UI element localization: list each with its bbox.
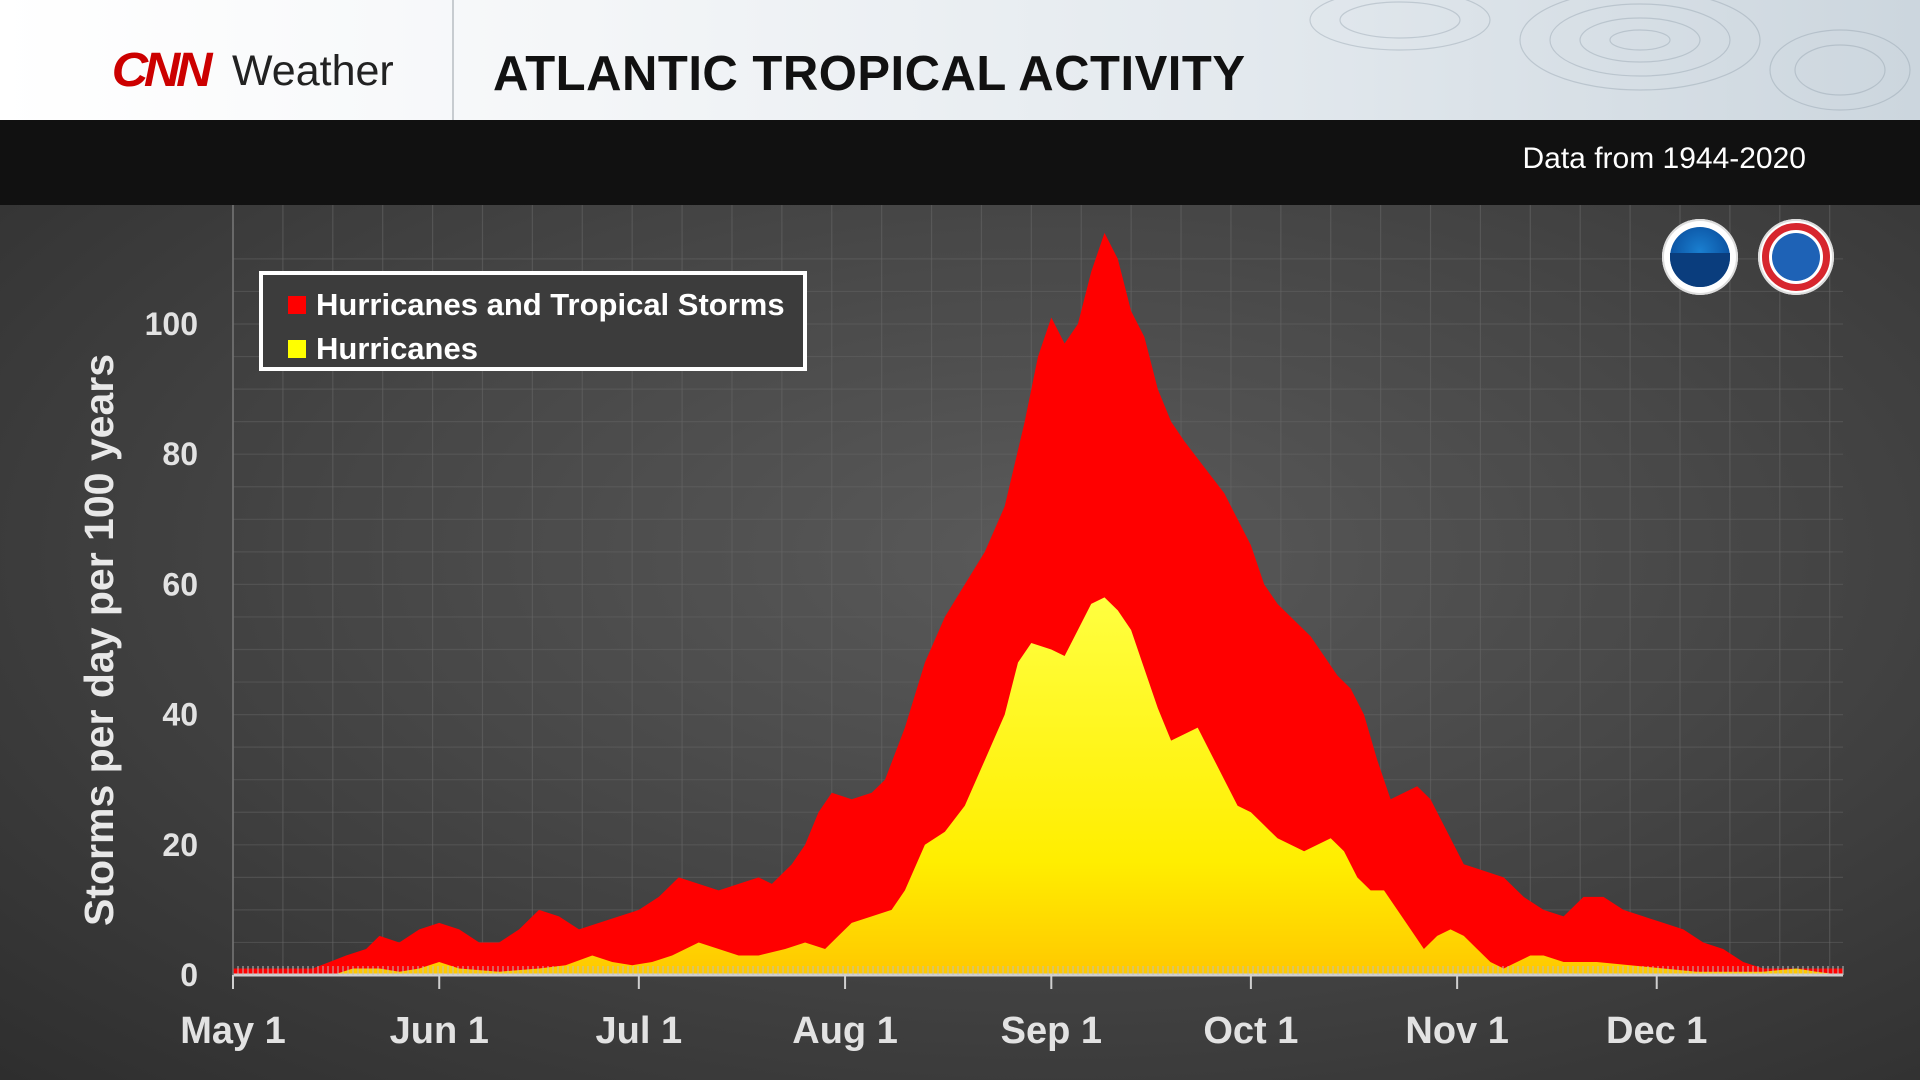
- page-title: ATLANTIC TROPICAL ACTIVITY: [493, 47, 1246, 101]
- x-tick-label: May 1: [180, 1010, 286, 1052]
- y-tick-label: 100: [145, 306, 198, 342]
- y-tick-label: 0: [180, 957, 198, 993]
- y-tick-label: 80: [162, 436, 198, 472]
- data-range-subtitle: Data from 1944-2020: [1522, 142, 1806, 175]
- x-tick-label: Jun 1: [390, 1010, 489, 1052]
- y-tick-label: 60: [162, 566, 198, 602]
- legend-swatch-red: [288, 295, 306, 314]
- cnn-logo: CNN: [111, 44, 213, 97]
- agency-logos: [1662, 219, 1834, 295]
- x-tick-label: Aug 1: [792, 1010, 898, 1052]
- y-tick-label: 40: [162, 697, 198, 733]
- area-chart: 0 20 40 60 80 100 May 1 Jun 1 Jul 1 Aug 1 Sep 1 Oct…: [76, 205, 1844, 1052]
- axes: 0 20 40 60 80 100 May 1 Jun 1 Jul 1 Aug 1 Sep 1 Oct…: [76, 205, 1844, 1052]
- legend-item-total: Hurricanes and Tropical Storms: [288, 289, 785, 320]
- x-tick-label: Nov 1: [1405, 1010, 1508, 1052]
- x-tick-label: Dec 1: [1606, 1010, 1707, 1052]
- chart-panel: 0 20 40 60 80 100 May 1 Jun 1 Jul 1 Aug 1 Sep 1 Oct…: [0, 205, 1920, 1080]
- legend-label: Hurricanes: [316, 331, 478, 366]
- brand-lockup: CNN Weather: [111, 44, 394, 97]
- noaa-seal-icon: [1662, 219, 1738, 295]
- x-tick-label: Jul 1: [596, 1010, 683, 1052]
- legend-swatch-yellow: [288, 339, 306, 358]
- chart-legend: Hurricanes and Tropical Storms Hurricane…: [259, 271, 807, 371]
- topographic-contour-decoration: [1309, 0, 1911, 111]
- nws-seal-icon: [1758, 219, 1834, 295]
- header-bar: CNN Weather ATLANTIC TROPICAL ACTIVITY: [0, 0, 1920, 120]
- y-tick-label: 20: [162, 827, 198, 863]
- legend-item-hurricanes: Hurricanes: [288, 333, 478, 364]
- header-divider: [452, 0, 454, 120]
- series-areas: [233, 232, 1843, 975]
- y-axis-label: Storms per day per 100 years: [76, 354, 122, 926]
- x-tick-label: Oct 1: [1203, 1010, 1298, 1052]
- series-area-hurricanes-and-tropical-storms: [233, 232, 1843, 975]
- subtitle-bar: Data from 1944-2020: [0, 120, 1920, 205]
- legend-label: Hurricanes and Tropical Storms: [316, 287, 785, 322]
- x-tick-label: Sep 1: [1001, 1010, 1102, 1052]
- brand-name: Weather: [232, 46, 394, 95]
- series-area-hurricanes: [233, 597, 1843, 975]
